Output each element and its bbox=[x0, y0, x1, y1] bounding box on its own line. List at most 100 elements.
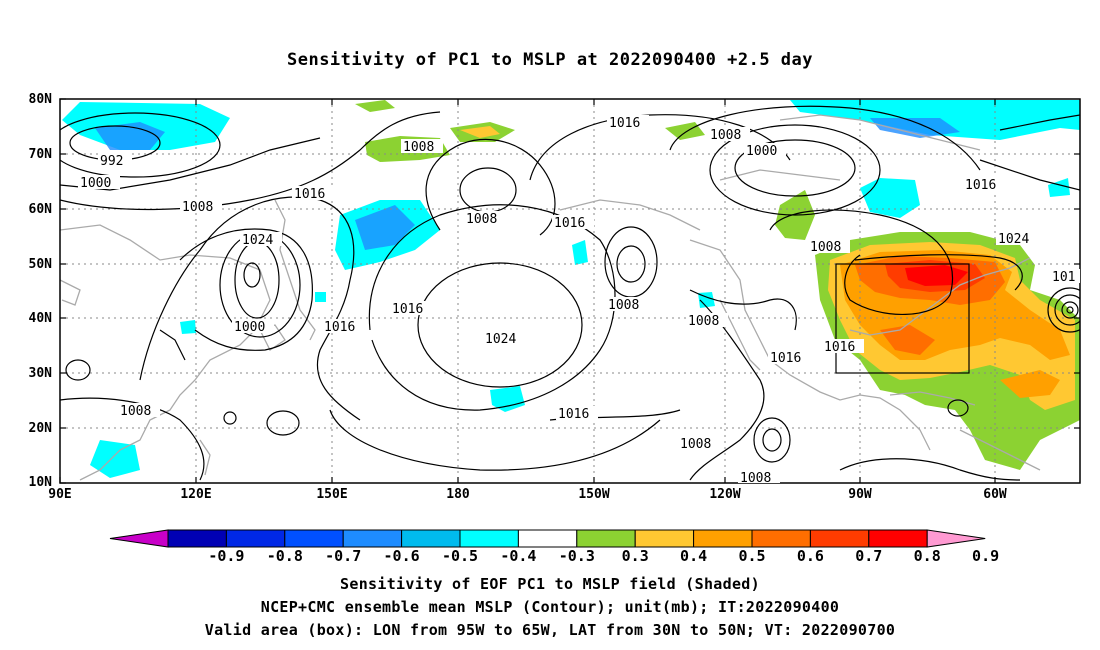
colorbar-swatch bbox=[693, 529, 753, 548]
lon-label-120e: 120E bbox=[180, 487, 212, 502]
contour-label: 1016 bbox=[390, 301, 432, 317]
contour-label: 1016 bbox=[556, 406, 598, 422]
contour-label: 1008 bbox=[118, 403, 160, 419]
axis-ticks bbox=[59, 98, 1080, 484]
contour-label: 1024 bbox=[240, 232, 282, 248]
contour-label: 1008 bbox=[401, 139, 443, 155]
colorbar-swatch bbox=[167, 529, 227, 548]
colorbar bbox=[109, 529, 986, 548]
colorbar-swatch bbox=[459, 529, 519, 548]
contour-label: 1016 bbox=[963, 177, 1005, 193]
contour-label: 1016 bbox=[552, 215, 594, 231]
positive-sensitivity-shading bbox=[355, 100, 1080, 470]
colorbar-tick-label: 0.6 bbox=[796, 547, 824, 565]
valid-area-box bbox=[835, 263, 970, 374]
lat-label-20n: 20N bbox=[28, 421, 52, 436]
lon-label-150e: 150E bbox=[316, 487, 348, 502]
lon-label-90w: 90W bbox=[848, 487, 872, 502]
svg-text:1024: 1024 bbox=[998, 232, 1029, 247]
colorbar-tick-label: 0.7 bbox=[855, 547, 883, 565]
contour-labels: 992 1000 1008 1016 1024 1008 1000 1008 1… bbox=[78, 115, 1080, 486]
contour-label: 1008 bbox=[180, 199, 222, 215]
contour-label: 1008 bbox=[686, 313, 728, 329]
colorbar-tick-label: -0.7 bbox=[325, 547, 362, 565]
lat-label-10n: 10N bbox=[28, 475, 52, 490]
contour-label: 1000 bbox=[78, 175, 120, 191]
contour-label: 1008 bbox=[708, 127, 750, 143]
caption-contour: NCEP+CMC ensemble mean MSLP (Contour); u… bbox=[260, 598, 840, 616]
contour-label: 1000 bbox=[232, 319, 274, 335]
coastlines bbox=[60, 114, 1041, 481]
contour-label: 101 bbox=[1050, 269, 1080, 285]
caption-valid-area: Valid area (box): LON from 95W to 65W, L… bbox=[204, 621, 896, 639]
svg-text:1016: 1016 bbox=[609, 116, 640, 131]
svg-text:1008: 1008 bbox=[608, 298, 639, 313]
lat-label-60n: 60N bbox=[28, 202, 52, 217]
contour-label: 1008 bbox=[606, 297, 648, 313]
colorbar-tick-label: 0.5 bbox=[738, 547, 766, 565]
colorbar-swatch bbox=[868, 529, 928, 548]
graticule bbox=[60, 99, 1080, 483]
svg-text:1016: 1016 bbox=[392, 302, 423, 317]
svg-text:1024: 1024 bbox=[242, 233, 273, 248]
colorbar-tick-label: 0.9 bbox=[972, 547, 1000, 565]
colorbar-swatch bbox=[751, 529, 811, 548]
colorbar-swatch bbox=[576, 529, 636, 548]
svg-text:1016: 1016 bbox=[965, 178, 996, 193]
colorbar-swatch bbox=[342, 529, 403, 548]
svg-text:1008: 1008 bbox=[810, 240, 841, 255]
svg-text:1024: 1024 bbox=[485, 332, 516, 347]
caption-shaded: Sensitivity of EOF PC1 to MSLP field (Sh… bbox=[340, 575, 760, 593]
contour-label: 1016 bbox=[768, 350, 810, 366]
lat-label-70n: 70N bbox=[28, 147, 52, 162]
map-frame bbox=[59, 98, 1081, 484]
colorbar-swatch bbox=[401, 529, 461, 548]
svg-text:1016: 1016 bbox=[554, 216, 585, 231]
contour-label: 1016 bbox=[292, 186, 334, 202]
lon-label-90e: 90E bbox=[48, 487, 72, 502]
svg-text:1008: 1008 bbox=[403, 140, 434, 155]
colorbar-tick-label: -0.8 bbox=[266, 547, 303, 565]
svg-text:1016: 1016 bbox=[324, 320, 355, 335]
colorbar-swatch bbox=[284, 529, 344, 548]
svg-text:1008: 1008 bbox=[740, 471, 771, 486]
contour-label: 1024 bbox=[996, 231, 1038, 247]
colorbar-high-arrow bbox=[926, 529, 986, 548]
svg-text:1008: 1008 bbox=[182, 200, 213, 215]
contour-label: 1008 bbox=[678, 436, 720, 452]
svg-text:1000: 1000 bbox=[234, 320, 265, 335]
colorbar-tick-label: 0.4 bbox=[680, 547, 708, 565]
colorbar-low-arrow bbox=[109, 529, 169, 548]
svg-text:1008: 1008 bbox=[710, 128, 741, 143]
colorbar-tick-label: 0.8 bbox=[913, 547, 941, 565]
contour-label: 1016 bbox=[322, 319, 364, 335]
svg-text:992: 992 bbox=[100, 154, 123, 169]
lat-label-40n: 40N bbox=[28, 311, 52, 326]
svg-text:1008: 1008 bbox=[680, 437, 711, 452]
lon-label-150w: 150W bbox=[578, 487, 610, 502]
colorbar-tick-label: -0.6 bbox=[383, 547, 420, 565]
svg-text:1016: 1016 bbox=[824, 340, 855, 355]
colorbar-tick-label: -0.3 bbox=[558, 547, 595, 565]
lon-label-120w: 120W bbox=[709, 487, 741, 502]
lat-label-80n: 80N bbox=[28, 92, 52, 107]
svg-text:1000: 1000 bbox=[80, 176, 111, 191]
contour-label: 1016 bbox=[607, 115, 649, 131]
svg-text:1008: 1008 bbox=[120, 404, 151, 419]
svg-text:1008: 1008 bbox=[688, 314, 719, 329]
mslp-contours bbox=[60, 105, 1080, 481]
colorbar-swatch bbox=[809, 529, 870, 548]
lat-label-50n: 50N bbox=[28, 257, 52, 272]
contour-label: 1008 bbox=[738, 471, 780, 486]
svg-text:1000: 1000 bbox=[746, 144, 777, 159]
contour-label: 1008 bbox=[808, 239, 850, 255]
colorbar-tick-label: -0.4 bbox=[500, 547, 537, 565]
colorbar-tick-label: -0.5 bbox=[441, 547, 479, 565]
svg-text:1016: 1016 bbox=[558, 407, 589, 422]
svg-text:1008: 1008 bbox=[466, 212, 497, 227]
contour-label: 1016 bbox=[822, 339, 864, 355]
lon-label-60w: 60W bbox=[983, 487, 1007, 502]
contour-label-992: 992 bbox=[98, 153, 132, 169]
colorbar-swatch bbox=[634, 529, 695, 548]
